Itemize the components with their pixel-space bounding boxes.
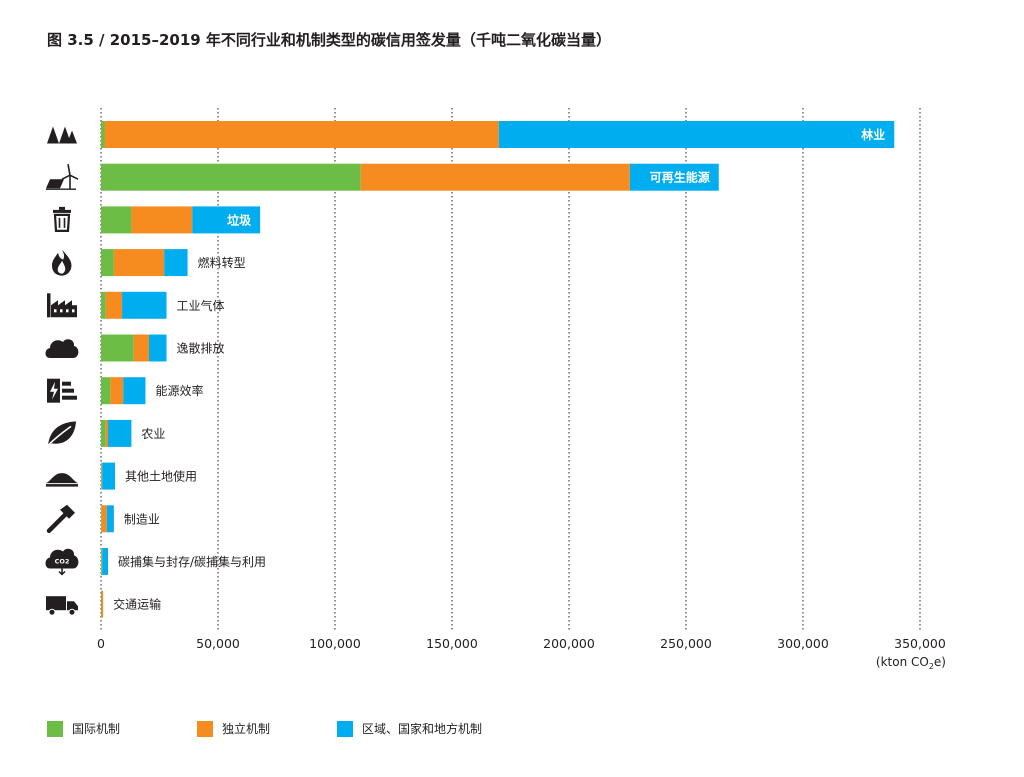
bar-segment [101,505,107,533]
bar-label: 交通运输 [113,597,161,612]
legend-label: 区域、国家和地方机制 [362,722,483,736]
bar-segment [101,590,104,618]
legend-item: 国际机制 [47,720,120,737]
x-tick-label: 200,000 [543,636,595,651]
grid-lines [100,108,921,630]
x-axis-ticks: 0 50,000 100,000 150,000 200,000 250,000 300,0… [97,636,946,651]
bar-segment [108,419,132,447]
chart-title: 图 3.5 / 2015–2019 年不同行业和机制类型的碳信用签发量（千吨二氧… [47,31,611,49]
bar-segment [105,291,123,319]
co2-cloud-icon: CO2 [45,548,79,576]
bar-segment [164,249,188,277]
legend-swatch [337,720,353,737]
bar-label: 农业 [141,427,165,441]
bar-segment [102,548,109,575]
trash-bin-icon [53,206,71,232]
bar-segment [101,163,361,191]
x-tick-label: 0 [97,636,105,651]
bar-segment [101,334,134,362]
category-icons: CO2 [45,126,79,616]
x-tick-label: 150,000 [426,636,478,651]
bar-segment [133,334,149,362]
cloud-icon [45,339,79,358]
x-axis-unit-label: (kton CO2e) [876,655,946,671]
energy-efficiency-icon [47,378,77,403]
land-mound-icon [46,473,78,487]
bar-segment [101,548,102,575]
bar-segment [101,419,106,447]
bar-label: 可再生能源 [650,170,710,185]
bar-segment [105,419,109,447]
legend-swatch [47,720,63,737]
bar-segment [131,206,193,234]
factory-icon [47,293,77,318]
bar-segment [360,163,630,191]
legend-item: 区域、国家和地方机制 [337,720,482,737]
bar-segment [101,249,114,277]
bar-label: 逸散排放 [177,341,225,356]
bar-segment [148,334,167,362]
legend-item: 独立机制 [197,720,270,737]
bar-label: 其他土地使用 [125,469,197,484]
bar-segment [101,377,111,405]
legend-label: 独立机制 [222,722,271,736]
wind-solar-icon [46,164,79,190]
stacked-bar-chart: CO2 林业可再生能源垃圾燃料转型工业气体逸散排放能源效率农业其他土地使用制造业… [45,108,946,671]
bar-label: 垃圾 [227,212,252,227]
bar-segment [122,291,167,319]
x-tick-label: 300,000 [777,636,829,651]
bar-segment [629,163,719,191]
bar-label: 碳捕集与封存/碳捕集与利用 [118,554,266,569]
legend-label: 国际机制 [72,722,121,736]
x-tick-label: 350,000 [894,636,946,651]
bar-segment [106,505,114,533]
truck-icon [46,596,78,616]
bar-segment [123,377,146,405]
bar-segment [102,462,116,490]
bar-segment [101,505,102,533]
x-tick-label: 50,000 [196,636,240,651]
bar-label: 燃料转型 [198,255,246,270]
bar-label: 工业气体 [177,298,225,313]
bar-segment [113,249,165,277]
bar-segment [101,121,105,148]
bar-segment [101,291,106,319]
bar-series-group [101,121,895,618]
x-tick-label: 100,000 [309,636,361,651]
flame-icon [52,249,72,276]
x-tick-label: 250,000 [660,636,712,651]
bar-segment [101,462,102,490]
bar-segment [104,121,499,148]
bar-segment [110,377,124,405]
leaf-icon [47,421,76,446]
bar-label: 林业 [861,127,885,142]
trees-icon [47,126,77,144]
legend: 国际机制 独立机制 区域、国家和地方机制 [47,720,607,742]
bar-segment [101,206,132,234]
bar-label: 制造业 [124,512,160,526]
category-labels: 林业可再生能源垃圾燃料转型工业气体逸散排放能源效率农业其他土地使用制造业碳捕集与… [113,127,885,612]
bar-segment [192,206,261,234]
svg-text:CO2: CO2 [55,558,70,566]
legend-swatch [197,720,213,737]
hammer-icon [46,504,75,534]
bar-segment [498,121,895,148]
bar-label: 能源效率 [155,383,203,398]
